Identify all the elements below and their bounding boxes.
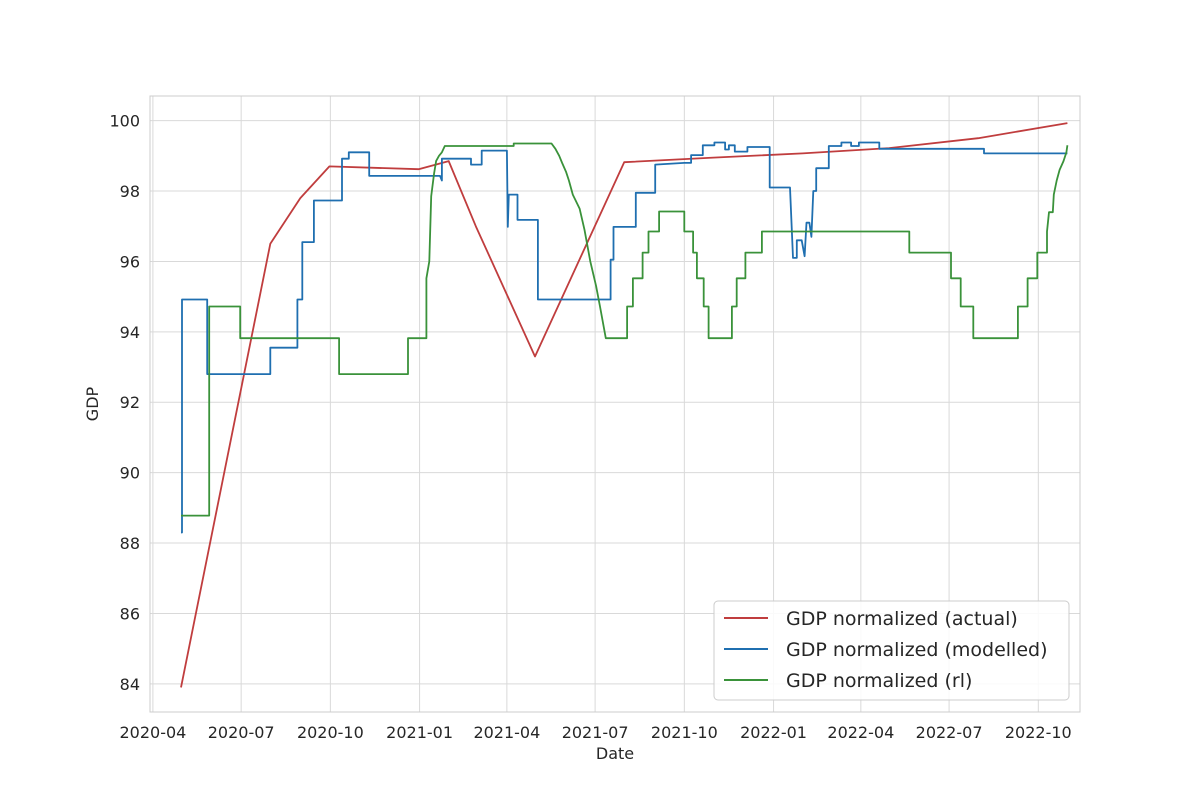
x-tick-label: 2022-04 bbox=[827, 723, 894, 742]
x-tick-label: 2020-07 bbox=[208, 723, 275, 742]
x-tick-label: 2021-10 bbox=[651, 723, 718, 742]
plot-frame bbox=[149, 95, 1081, 713]
y-tick-label: 86 bbox=[120, 604, 140, 623]
series-line-1 bbox=[180, 122, 1068, 688]
series-line-2 bbox=[181, 141, 1068, 534]
legend-label: GDP normalized (actual) bbox=[786, 608, 1018, 630]
y-axis-label: GDP bbox=[83, 386, 102, 421]
x-tick-label: 2021-04 bbox=[473, 723, 540, 742]
x-tick-label: 2022-01 bbox=[740, 723, 807, 742]
x-axis-label: Date bbox=[596, 744, 634, 763]
y-tick-label: 96 bbox=[120, 252, 140, 271]
series-line-3 bbox=[181, 142, 1069, 517]
y-tick-label: 84 bbox=[120, 675, 140, 694]
x-tick-label: 2022-07 bbox=[916, 723, 983, 742]
legend: GDP normalized (actual) GDP normalized (m… bbox=[713, 600, 1070, 701]
series-lines bbox=[180, 122, 1069, 688]
x-tick-label: 2020-10 bbox=[297, 723, 364, 742]
y-tick-label: 100 bbox=[109, 112, 140, 131]
x-tick-label: 2020-04 bbox=[119, 723, 186, 742]
x-tick-label: 2021-01 bbox=[386, 723, 453, 742]
legend-box bbox=[713, 600, 1070, 701]
y-tick-label: 92 bbox=[120, 393, 140, 412]
legend-label: GDP normalized (rl) bbox=[786, 670, 972, 692]
x-tick-label: 2022-10 bbox=[1005, 723, 1072, 742]
x-tick-label: 2021-07 bbox=[562, 723, 629, 742]
y-tick-label: 94 bbox=[120, 323, 140, 342]
legend-label: GDP normalized (modelled) bbox=[786, 639, 1047, 661]
y-tick-label: 88 bbox=[120, 534, 140, 553]
tick-labels: 2020-04 2020-07 2020-10 2021-01 2021-04 2021-… bbox=[109, 112, 1071, 742]
y-tick-label: 98 bbox=[120, 182, 140, 201]
y-tick-label: 90 bbox=[120, 464, 140, 483]
